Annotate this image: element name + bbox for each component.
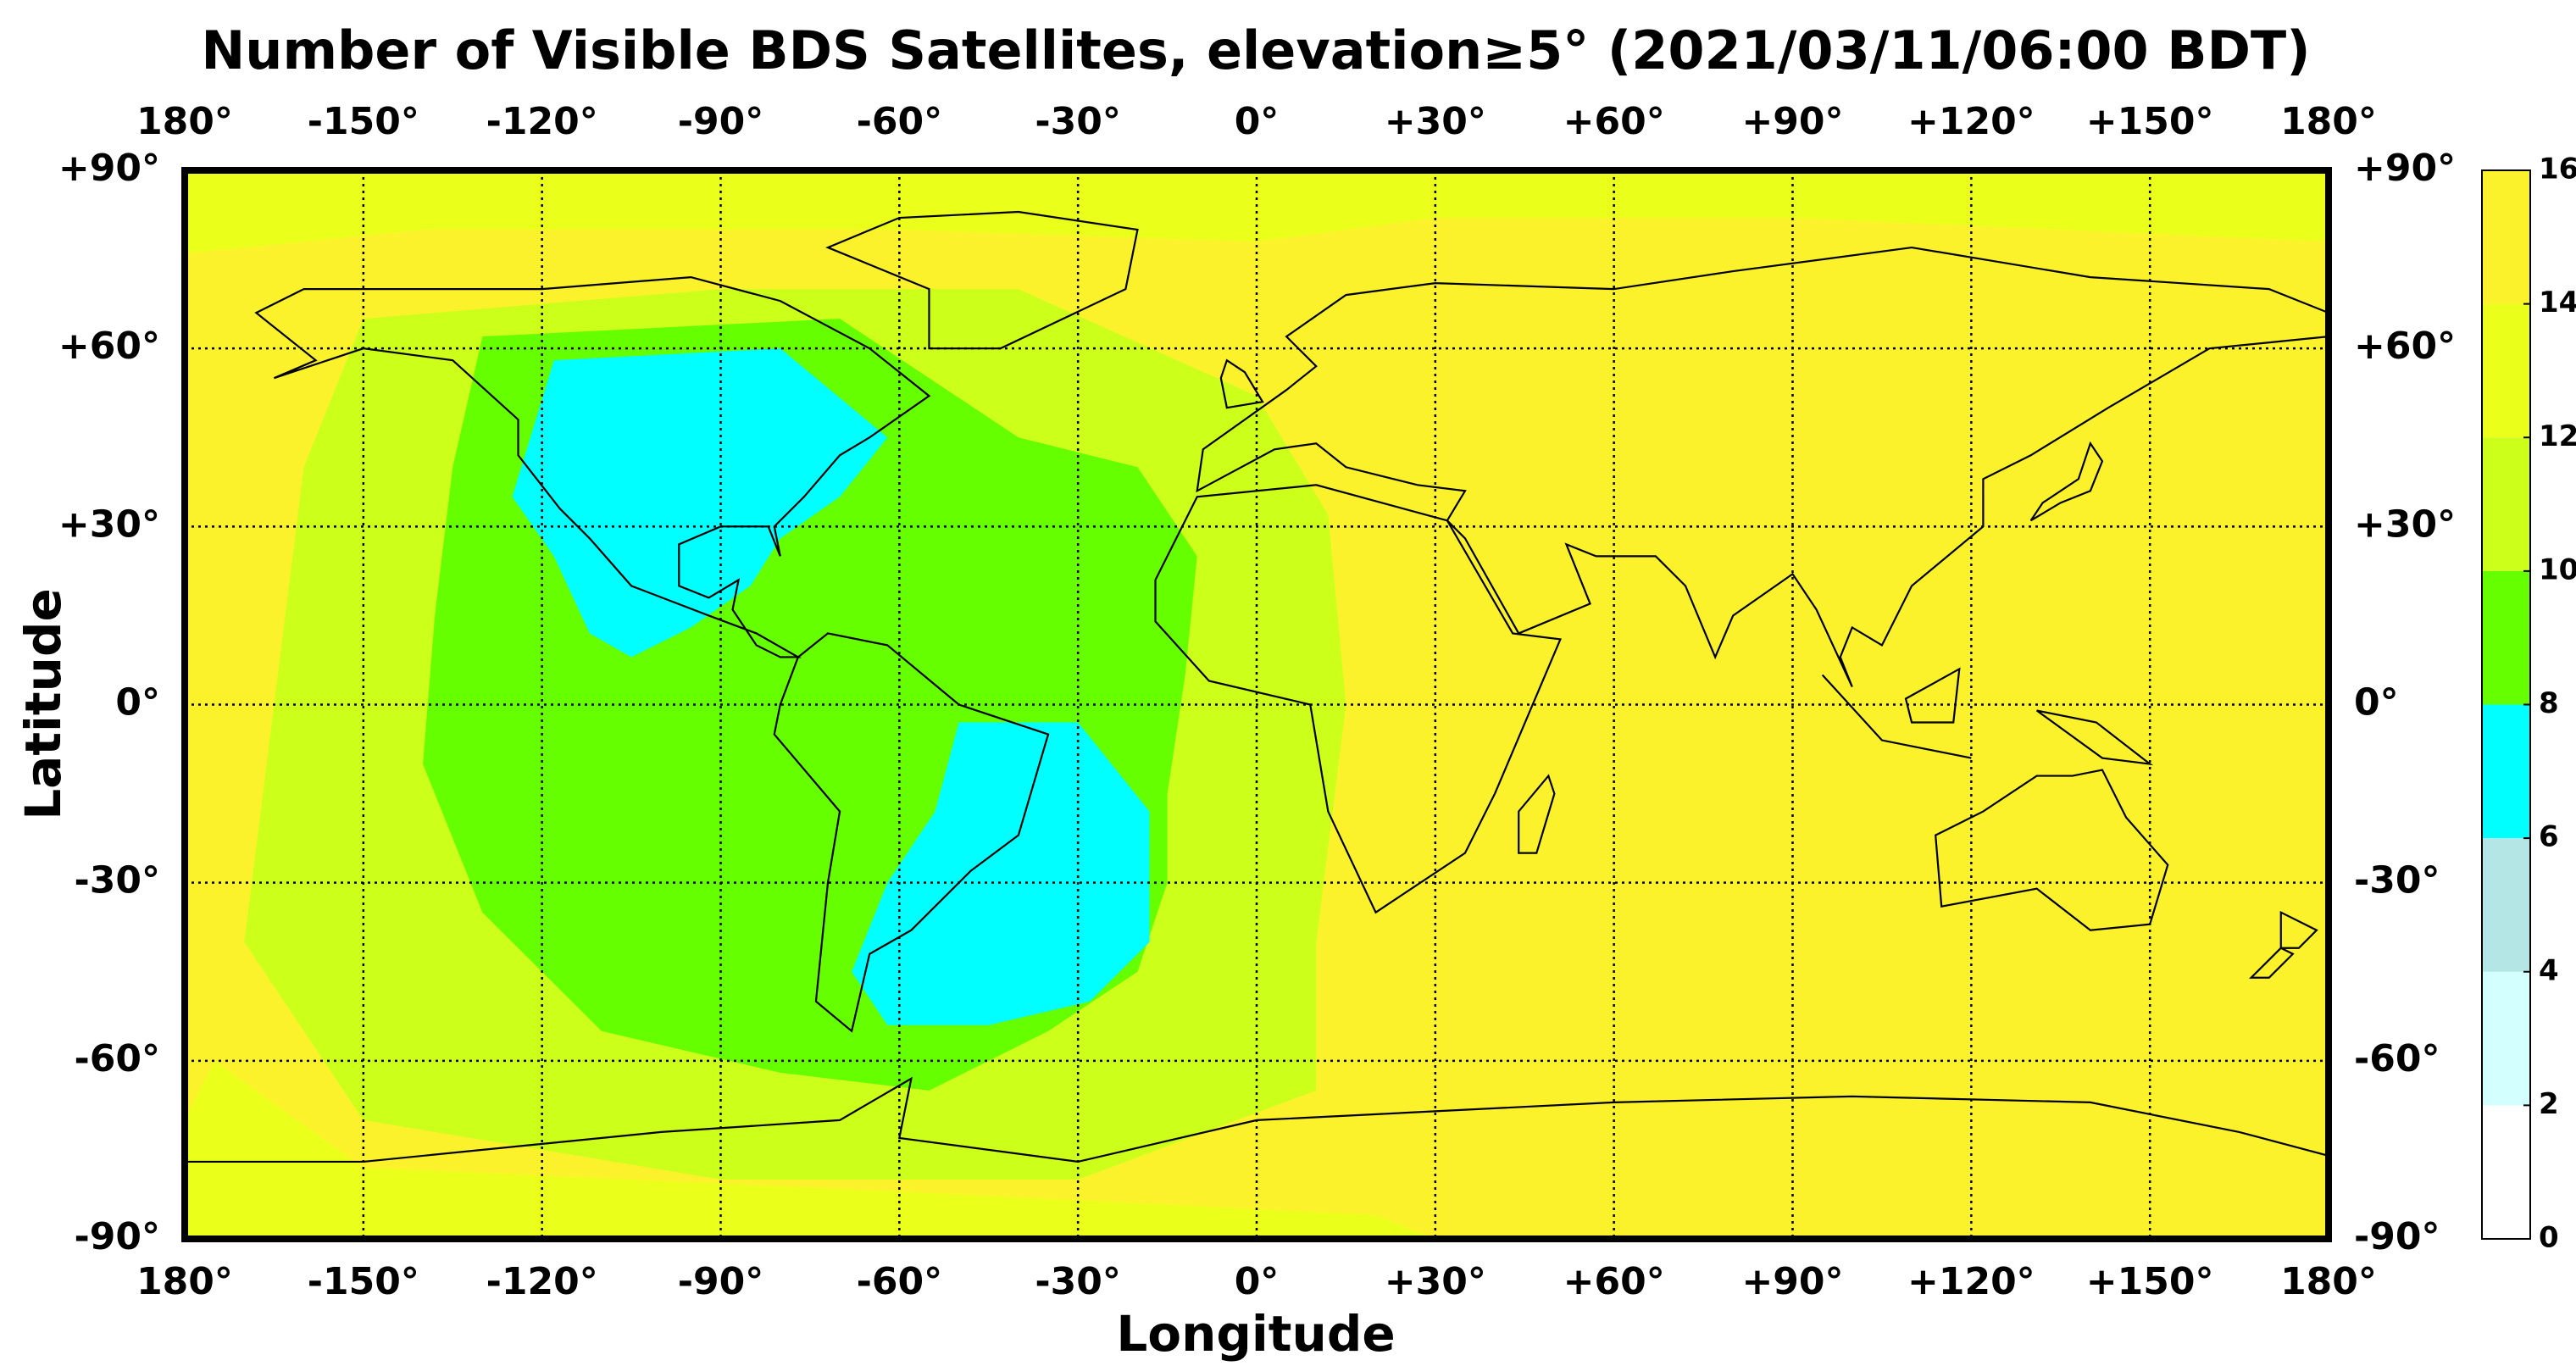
- colorbar-tick-label: 6: [2539, 820, 2559, 854]
- visibility-region: [512, 348, 888, 658]
- y-tick-label: +60°: [2354, 325, 2456, 368]
- x-tick-label: +60°: [1563, 100, 1665, 143]
- x-tick-label: -30°: [1035, 1260, 1121, 1303]
- colorbar-swatch: [2482, 570, 2530, 705]
- y-tick-label: -30°: [2354, 859, 2440, 902]
- x-tick-label: +90°: [1741, 100, 1843, 143]
- x-tick-label: -90°: [678, 1260, 764, 1303]
- colorbar-swatch: [2482, 1105, 2530, 1239]
- y-tick-label: -90°: [75, 1215, 161, 1258]
- plot-frame: [181, 167, 2332, 1242]
- coast-greenland: [828, 212, 1137, 348]
- x-tick-label: -150°: [308, 100, 419, 143]
- visibility-region: [852, 722, 1150, 1025]
- colorbar-tick-label: 12: [2539, 419, 2576, 453]
- axes: 180° 180° -150° -150° -120° -120° -90° -90° -60°…: [58, 100, 2456, 1303]
- y-tick-label: 0°: [115, 681, 160, 725]
- coast-madagascar: [1518, 776, 1554, 853]
- x-tick-label: 0°: [1235, 100, 1280, 143]
- colorbar-tick-label: 0: [2539, 1221, 2559, 1255]
- x-tick-label: -120°: [486, 100, 598, 143]
- y-tick-label: +90°: [2354, 147, 2456, 190]
- x-tick-label: +150°: [2086, 100, 2214, 143]
- x-tick-label: -30°: [1035, 100, 1121, 143]
- x-tick-label: +120°: [1907, 100, 2035, 143]
- x-tick-label: +120°: [1907, 1260, 2035, 1303]
- colorbar: 0 2 4 6 8 10 12 14 16: [2481, 153, 2576, 1255]
- colorbar-swatch: [2482, 704, 2530, 839]
- colorbar-tick-label: 14: [2539, 286, 2576, 319]
- coast-britain: [1221, 360, 1263, 408]
- y-tick-label: -90°: [2354, 1215, 2440, 1258]
- x-tick-label: -120°: [486, 1260, 598, 1303]
- coastlines: [185, 212, 2329, 1162]
- y-tick-label: -30°: [75, 859, 161, 902]
- x-tick-label: -60°: [857, 100, 943, 143]
- colorbar-tick-label: 10: [2539, 553, 2576, 586]
- y-tick-label: +90°: [58, 147, 160, 190]
- x-tick-label: +30°: [1385, 100, 1486, 143]
- colorbar-tick-label: 2: [2539, 1087, 2559, 1121]
- y-tick-label: +60°: [58, 325, 160, 368]
- x-tick-label: 180°: [2280, 100, 2377, 143]
- coast-new-zealand: [2251, 913, 2317, 978]
- x-tick-label: +30°: [1385, 1260, 1486, 1303]
- coast-north-america: [256, 277, 929, 657]
- y-tick-label: +30°: [2354, 503, 2456, 546]
- x-tick-label: 0°: [1235, 1260, 1280, 1303]
- colorbar-tick-label: 16: [2539, 153, 2576, 186]
- x-tick-label: -150°: [308, 1260, 419, 1303]
- colorbar-swatch: [2482, 437, 2530, 571]
- coast-antarctica: [185, 1079, 2329, 1162]
- y-axis-label: Latitude: [14, 588, 72, 820]
- x-tick-label: -60°: [857, 1260, 943, 1303]
- colorbar-swatch: [2482, 303, 2530, 438]
- colorbar-swatch: [2482, 170, 2530, 304]
- coast-japan: [2031, 443, 2102, 520]
- y-tick-label: -60°: [75, 1037, 161, 1080]
- y-tick-label: +30°: [58, 503, 160, 546]
- x-tick-label: +60°: [1563, 1260, 1665, 1303]
- x-tick-label: +90°: [1741, 1260, 1843, 1303]
- x-tick-label: 180°: [136, 1260, 233, 1303]
- colorbar-swatch: [2482, 971, 2530, 1106]
- x-axis-label: Longitude: [1116, 1305, 1395, 1363]
- chart-title: Number of Visible BDS Satellites, elevat…: [201, 19, 2310, 81]
- y-tick-label: 0°: [2354, 681, 2399, 725]
- colorbar-swatch: [2482, 838, 2530, 972]
- x-tick-label: 180°: [2280, 1260, 2377, 1303]
- coast-australia: [1935, 770, 2168, 930]
- coast-africa: [1156, 485, 1561, 912]
- y-tick-label: -60°: [2354, 1037, 2440, 1080]
- visibility-region: [185, 1060, 1435, 1239]
- coast-south-america: [774, 633, 1048, 1030]
- x-tick-label: +150°: [2086, 1260, 2214, 1303]
- colorbar-tick-label: 8: [2539, 686, 2559, 720]
- coast-eurasia: [1197, 247, 2329, 686]
- coast-indonesia: [1823, 669, 2151, 764]
- colorbar-tick-label: 4: [2539, 953, 2559, 987]
- grid: [185, 170, 2329, 1239]
- x-tick-label: -90°: [678, 100, 764, 143]
- x-tick-label: 180°: [136, 100, 233, 143]
